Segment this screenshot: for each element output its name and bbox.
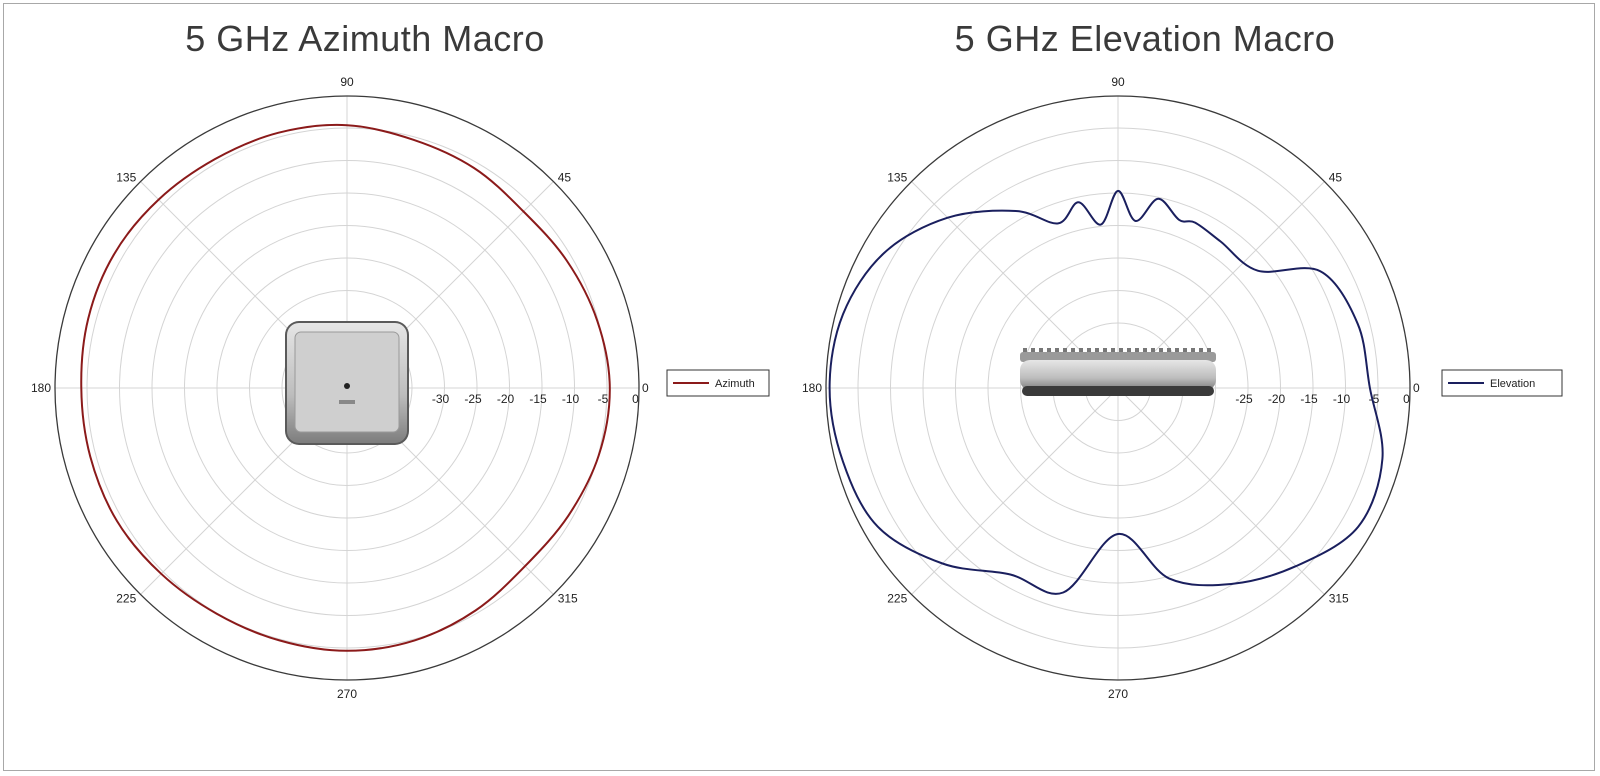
elevation-title: 5 GHz Elevation Macro: [954, 18, 1336, 59]
radial-tick-label: -25: [464, 392, 482, 406]
angle-tick-label: 225: [887, 592, 907, 606]
elevation-polar-plot: 0 45 90 135 180 225 270 315 -25 -20 -15 -10 -5 0 Eleva…: [802, 75, 1563, 701]
legend-label: Elevation: [1490, 378, 1535, 390]
radial-tick-label: -15: [529, 392, 547, 406]
angle-tick-label: 0: [642, 381, 649, 395]
grid-spoke: [1117, 387, 1325, 595]
angle-tick-label: 180: [31, 381, 51, 395]
radial-tick-label: -10: [562, 392, 580, 406]
outer-circle: [825, 95, 1411, 681]
radial-tick-label: 0: [632, 392, 639, 406]
radial-tick-label: -20: [497, 392, 515, 406]
azimuth-polar-plot: 0 45 90 135 180 225 270 315 -30 -25 -20 -15 -10 -5 0 Az…: [31, 75, 770, 701]
angle-tick-label: 135: [887, 170, 907, 184]
azimuth-series-line: [80, 123, 611, 652]
angle-tick-label: 90: [1111, 75, 1125, 89]
radial-tick-label: -15: [1300, 392, 1318, 406]
angle-tick-label: 90: [340, 75, 354, 89]
radial-tick-label: -5: [598, 392, 609, 406]
azimuth-panel: 5 GHz Azimuth Macro 0 45 90 135 180 225 270 315…: [0, 0, 790, 776]
radial-tick-label: -25: [1235, 392, 1253, 406]
angle-tick-label: 270: [337, 687, 357, 701]
angle-tick-label: 315: [558, 592, 578, 606]
angle-tick-label: 0: [1413, 381, 1420, 395]
angle-tick-label: 225: [116, 592, 136, 606]
radial-tick-label: -10: [1333, 392, 1351, 406]
access-point-image: [1020, 348, 1216, 396]
angle-tick-label: 180: [802, 381, 822, 395]
outer-circle: [54, 95, 640, 681]
radial-tick-label: -5: [1369, 392, 1380, 406]
elevation-series-line: [828, 189, 1384, 595]
azimuth-title: 5 GHz Azimuth Macro: [185, 18, 545, 59]
angle-tick-label: 270: [1108, 687, 1128, 701]
angle-tick-label: 135: [116, 170, 136, 184]
legend: Elevation: [1441, 369, 1563, 397]
grid-spoke: [911, 387, 1119, 595]
figure-frame: [3, 3, 1595, 771]
radial-tick-label: -30: [432, 392, 450, 406]
legend-label: Azimuth: [715, 378, 755, 390]
angle-tick-label: 315: [1329, 592, 1349, 606]
elevation-panel: 5 GHz Elevation Macro 0 45 90 135 180 225 270 3…: [780, 0, 1570, 776]
angle-tick-label: 45: [558, 170, 572, 184]
radial-tick-label: -20: [1268, 392, 1286, 406]
access-point-image: [285, 321, 409, 445]
legend: Azimuth: [666, 369, 770, 397]
radial-tick-label: 0: [1403, 392, 1410, 406]
angle-tick-label: 45: [1329, 170, 1343, 184]
